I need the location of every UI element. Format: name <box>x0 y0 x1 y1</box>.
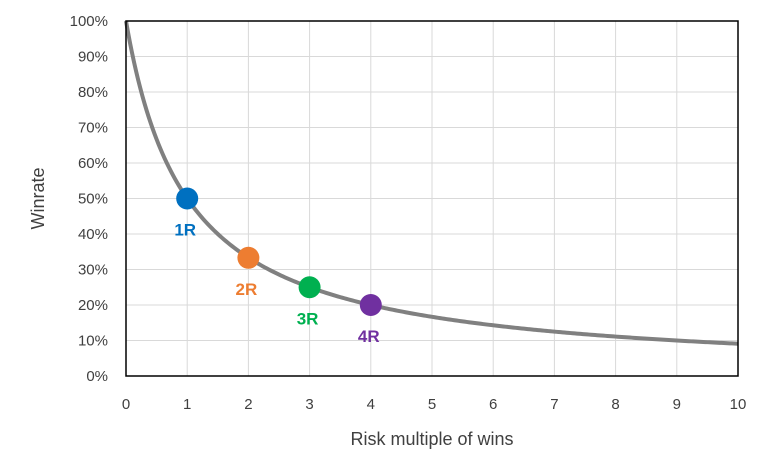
y-axis-title: Winrate <box>28 167 48 229</box>
x-tick-label: 2 <box>244 396 252 413</box>
y-axis-ticks: 0% 10% 20% 30% 40% 50% 60% 70% 80% 90% 100% <box>70 13 108 385</box>
y-tick-label: 30% <box>78 262 108 279</box>
point-label-4r: 4R <box>358 327 380 346</box>
point-label-2r: 2R <box>236 280 258 299</box>
point-label-1r: 1R <box>174 221 196 240</box>
y-tick-label: 20% <box>78 297 108 314</box>
winrate-curve <box>124 20 739 346</box>
x-tick-label: 4 <box>367 396 375 413</box>
y-tick-label: 40% <box>78 226 108 243</box>
point-4r <box>359 294 382 316</box>
point-2r <box>237 246 260 269</box>
y-tick-label: 90% <box>78 49 108 66</box>
x-tick-label: 0 <box>122 396 130 413</box>
y-tick-label: 60% <box>78 155 108 172</box>
x-tick-label: 5 <box>428 396 436 413</box>
x-tick-label: 8 <box>611 396 619 413</box>
point-3r <box>298 276 321 299</box>
y-tick-label: 0% <box>86 368 108 385</box>
plot-border <box>125 20 739 377</box>
x-tick-label: 6 <box>489 396 497 413</box>
x-tick-label: 10 <box>730 396 747 413</box>
grid-lines <box>126 21 738 376</box>
x-tick-label: 1 <box>183 396 191 413</box>
y-tick-label: 10% <box>78 333 108 350</box>
y-tick-label: 70% <box>78 120 108 137</box>
x-tick-label: 7 <box>550 396 558 413</box>
highlight-points: 1R 2R 3R 4R <box>174 187 382 346</box>
point-label-3r: 3R <box>297 309 319 328</box>
x-tick-label: 9 <box>673 396 681 413</box>
y-tick-label: 100% <box>70 13 108 30</box>
x-axis-title: Risk multiple of wins <box>350 429 513 449</box>
point-1r <box>176 187 199 210</box>
x-axis-ticks: 0 1 2 3 4 5 6 7 8 9 10 <box>122 396 747 413</box>
y-tick-label: 50% <box>78 191 108 208</box>
y-tick-label: 80% <box>78 84 108 101</box>
x-tick-label: 3 <box>305 396 313 413</box>
